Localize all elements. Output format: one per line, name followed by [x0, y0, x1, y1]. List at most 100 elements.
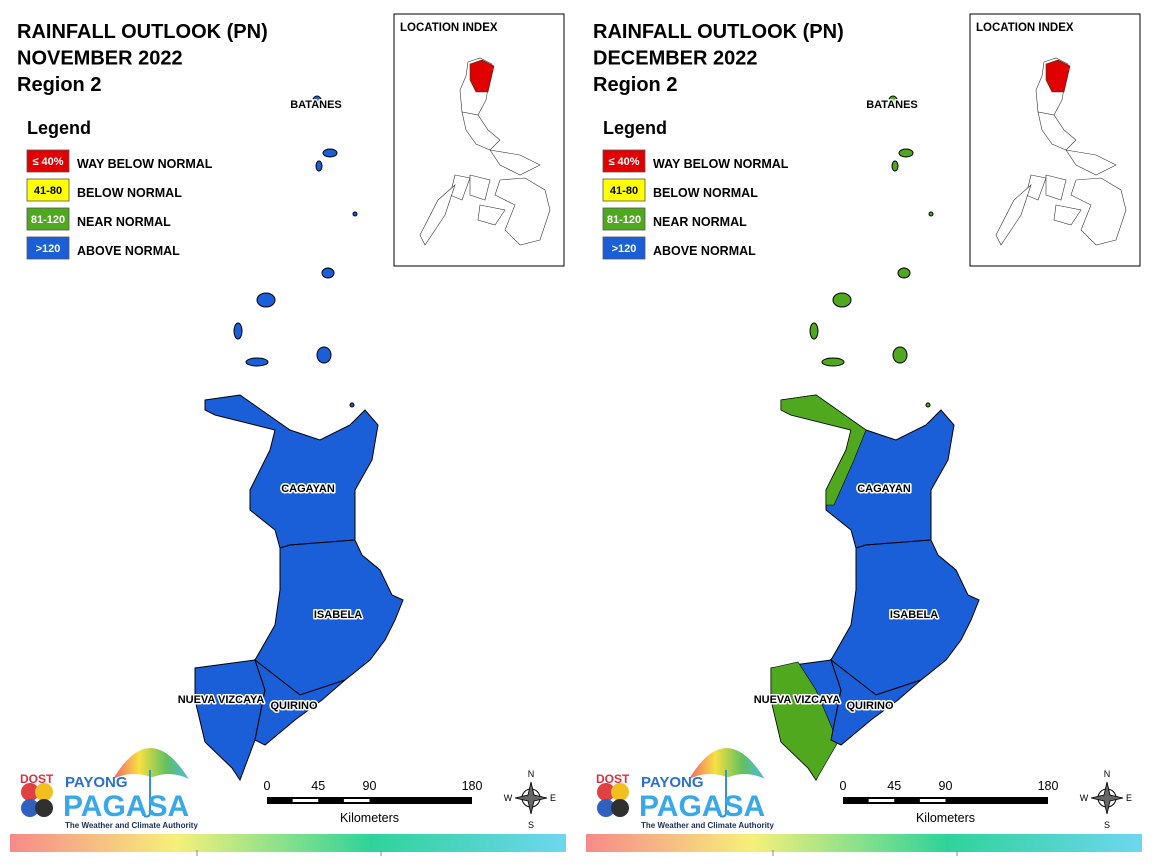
scale-label: 0 [840, 779, 847, 793]
island [352, 211, 358, 217]
index-title: LOCATION INDEX [976, 22, 1074, 34]
logo-mark [611, 799, 629, 817]
logo-tagline: The Weather and Climate Authority [65, 821, 198, 830]
legend-title: Legend [27, 118, 91, 138]
legend-swatch [26, 178, 70, 202]
province [194, 659, 266, 782]
legend-swatch-text: ≤ 40% [608, 156, 639, 168]
island [349, 402, 355, 408]
scale-unit: Kilometers [340, 811, 399, 825]
island [888, 95, 898, 105]
legend-swatch [602, 149, 646, 173]
island [891, 160, 899, 172]
island [832, 292, 852, 308]
logo-umbrella [110, 747, 192, 782]
compass-star [1090, 781, 1124, 815]
logo-top: PAYONG [65, 774, 128, 791]
legend-swatch-text: 81-120 [607, 214, 641, 226]
island [897, 267, 911, 279]
scale-label: 45 [311, 779, 325, 793]
compass-s: S [1104, 820, 1110, 830]
province [254, 658, 346, 746]
compass-n: N [528, 769, 535, 779]
province-label: ISABELA [314, 609, 362, 621]
legend-label: ABOVE NORMAL [77, 244, 180, 258]
scale-label: 90 [363, 779, 377, 793]
island [312, 95, 322, 105]
island [928, 211, 934, 217]
province-label: CAGAYAN [857, 483, 911, 495]
index-island [1037, 111, 1077, 151]
legend-swatch [602, 236, 646, 260]
legend-label: NEAR NORMAL [653, 215, 747, 229]
logo-agency: DOST [596, 772, 630, 786]
compass-e: E [550, 793, 556, 803]
index-title: LOCATION INDEX [400, 22, 498, 34]
map-title: RAINFALL OUTLOOK (PN) [17, 21, 268, 43]
logo-mark [611, 783, 629, 801]
province-zone [780, 394, 867, 506]
scale-unit: Kilometers [916, 811, 975, 825]
map-title: Region 2 [593, 74, 677, 96]
province-label: ISABELA [890, 609, 938, 621]
legend-label: ABOVE NORMAL [653, 244, 756, 258]
index-highlight [469, 59, 495, 93]
index-island [1045, 174, 1067, 201]
logo-handle [143, 770, 151, 818]
legend-swatch [26, 149, 70, 173]
scale-label: 180 [1038, 779, 1059, 793]
map-title: NOVEMBER 2022 [17, 48, 183, 70]
island [925, 402, 931, 408]
legend-swatch [26, 207, 70, 231]
logo-mark [35, 783, 53, 801]
index-island [995, 184, 1032, 246]
logo-umbrella [686, 747, 768, 782]
index-island [461, 111, 501, 151]
legend-swatch [26, 236, 70, 260]
index-island [489, 149, 541, 176]
logo-handle [719, 770, 727, 818]
scale-segment [292, 799, 319, 802]
index-island [494, 177, 551, 246]
logo-tagline: The Weather and Climate Authority [641, 821, 774, 830]
logo-top: PAYONG [641, 774, 704, 791]
compass-w: W [504, 793, 513, 803]
legend-swatch-text: >120 [612, 243, 637, 255]
province-label: BATANES [290, 99, 342, 111]
color-band [10, 834, 566, 852]
island [245, 357, 269, 367]
legend-swatch-text: >120 [36, 243, 61, 255]
scale-label: 90 [939, 779, 953, 793]
legend-title: Legend [603, 118, 667, 138]
index-island [477, 204, 506, 226]
legend-label: WAY BELOW NORMAL [653, 157, 789, 171]
logo-mark [597, 783, 615, 801]
color-band [586, 834, 1142, 852]
compass-s: S [528, 820, 534, 830]
island [321, 267, 335, 279]
index-island [469, 174, 491, 201]
index-highlight [1045, 59, 1071, 93]
logo-agency: DOST [20, 772, 54, 786]
legend-label: BELOW NORMAL [77, 186, 182, 200]
logo-main: PAGASA [63, 790, 189, 823]
island [809, 322, 819, 340]
island [821, 357, 845, 367]
island [898, 148, 914, 158]
legend-swatch-text: 81-120 [31, 214, 65, 226]
map-title: RAINFALL OUTLOOK (PN) [593, 21, 844, 43]
province [830, 658, 922, 746]
compass-e: E [1126, 793, 1132, 803]
island [322, 148, 338, 158]
legend-swatch [602, 178, 646, 202]
compass-w: W [1080, 793, 1089, 803]
logo-mark [597, 799, 615, 817]
province-label: QUIRINO [270, 700, 318, 712]
province [204, 394, 379, 549]
compass-star [514, 781, 548, 815]
province [830, 539, 980, 696]
map-panel: RAINFALL OUTLOOK (PN) NOVEMBER 2022 Region… [10, 13, 566, 856]
index-island [1070, 177, 1127, 246]
logo-mark [35, 799, 53, 817]
logo-mark [21, 799, 39, 817]
